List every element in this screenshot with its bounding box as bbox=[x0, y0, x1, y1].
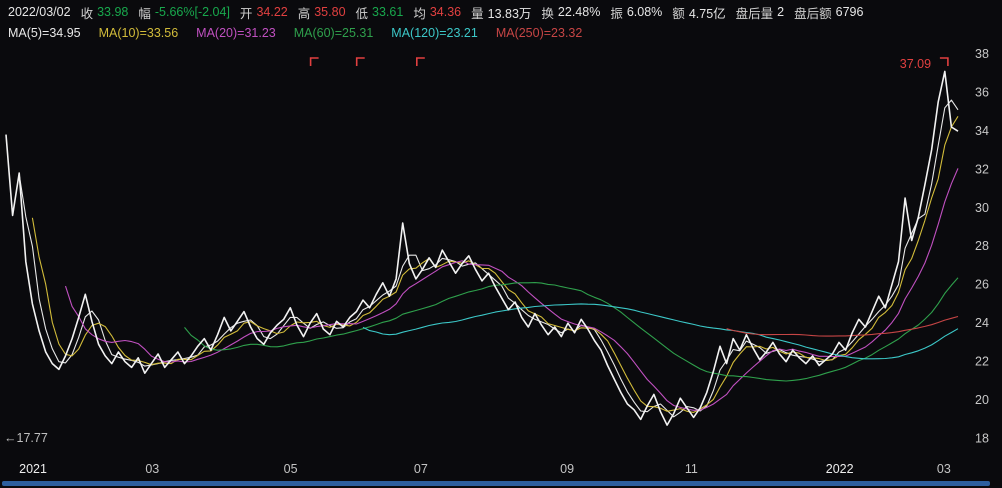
quote-field-value: 34.36 bbox=[429, 5, 462, 19]
quote-field-label: 均 bbox=[413, 6, 426, 21]
quote-field: 低 33.61 bbox=[356, 3, 404, 22]
quote-field-label: 振 bbox=[610, 6, 623, 21]
quote-field-value: 6796 bbox=[835, 5, 864, 19]
event-marker-icon bbox=[309, 57, 319, 66]
price-chart[interactable]: 18 20 22 24 26 28 30 32 34 36 38 37.09 ←17.77 bbox=[0, 40, 1002, 460]
event-marker-icon bbox=[355, 57, 365, 66]
y-axis-tick: 36 bbox=[975, 85, 989, 99]
quote-field-label: 低 bbox=[355, 6, 369, 21]
quote-field: 均 34.36 bbox=[413, 3, 461, 22]
x-axis-label: 2021 bbox=[19, 462, 47, 476]
ma-legend-item: MA(5)=34.95 bbox=[8, 26, 81, 40]
quote-field-value: 13.83万 bbox=[487, 6, 532, 21]
ma-legend-item: MA(250)=23.32 bbox=[495, 26, 583, 40]
y-axis-tick: 18 bbox=[975, 432, 989, 446]
x-axis-label: 05 bbox=[283, 462, 298, 476]
quote-field-value: 33.61 bbox=[372, 5, 404, 19]
x-axis-label: 03 bbox=[936, 462, 951, 476]
ma120-line bbox=[362, 303, 959, 360]
x-axis-labels: 2021 03 05 07 09 11 2022 03 bbox=[0, 461, 1002, 478]
y-axis-tick: 20 bbox=[975, 393, 989, 407]
quote-date: 2022/03/02 bbox=[8, 5, 71, 19]
quote-field: 高 35.80 bbox=[298, 3, 346, 22]
quote-field-value: -5.66%[-2.04] bbox=[154, 5, 230, 19]
quote-field: 幅 -5.66%[-2.04] bbox=[138, 3, 230, 22]
quote-field-value: 35.80 bbox=[314, 5, 346, 19]
quote-field-value: 34.22 bbox=[256, 5, 288, 19]
quote-field-label: 幅 bbox=[138, 6, 151, 21]
ma-legend-item: MA(120)=23.21 bbox=[391, 26, 478, 40]
ma-legend-bar: MA(5)=34.95 MA(10)=33.56 MA(20)=31.23 MA(60… bbox=[8, 25, 998, 41]
y-axis-tick: 28 bbox=[975, 239, 989, 253]
ma20-line bbox=[64, 168, 959, 411]
x-axis-label: 09 bbox=[560, 462, 575, 476]
quote-field-value: 22.48% bbox=[557, 5, 601, 19]
quote-field-label: 高 bbox=[297, 6, 311, 21]
max-price-label: 37.09 bbox=[900, 57, 931, 71]
quote-field: 盘后量 2 bbox=[736, 3, 784, 22]
x-axis-label: 03 bbox=[145, 462, 160, 476]
quote-field: 收 33.98 bbox=[81, 3, 129, 22]
quote-field-label: 盘后量 bbox=[735, 6, 774, 21]
price-line bbox=[5, 70, 959, 426]
x-axis-label: 11 bbox=[684, 462, 698, 476]
quote-field-value: 4.75亿 bbox=[688, 6, 726, 21]
event-marker-icon bbox=[416, 57, 425, 66]
quote-field: 开 34.22 bbox=[240, 3, 288, 22]
y-axis-tick: 30 bbox=[975, 201, 989, 215]
quote-info-bar: 2022/03/02 收 33.98 幅 -5.66%[-2.04] 开 34.22 高 35… bbox=[8, 3, 998, 21]
quote-field: 盘后额 6796 bbox=[794, 3, 863, 22]
quote-field-label: 额 bbox=[672, 6, 685, 21]
ma-legend-item: MA(20)=31.23 bbox=[196, 26, 276, 40]
y-axis-tick: 26 bbox=[975, 278, 989, 292]
x-axis-label: 07 bbox=[413, 462, 428, 476]
y-axis-tick: 22 bbox=[975, 355, 989, 369]
quote-field-label: 盘后额 bbox=[794, 6, 832, 21]
quote-field: 额 4.75亿 bbox=[672, 3, 725, 22]
y-axis-tick: 32 bbox=[975, 162, 989, 176]
price-chart-svg[interactable]: 18 20 22 24 26 28 30 32 34 36 38 37.09 ←17.77 bbox=[0, 40, 1002, 460]
x-axis-label: 2022 bbox=[825, 462, 854, 476]
quote-field-value: 6.08% bbox=[626, 5, 663, 19]
quote-field-label: 开 bbox=[239, 6, 253, 21]
max-price-marker-icon bbox=[939, 57, 949, 66]
y-axis-tick: 34 bbox=[975, 124, 989, 138]
ma5-line bbox=[18, 99, 959, 418]
quote-field-label: 换 bbox=[541, 6, 554, 21]
chart-scrollbar[interactable] bbox=[2, 481, 990, 486]
quote-field-value: 2 bbox=[777, 5, 785, 19]
ma-legend-item: MA(60)=25.31 bbox=[293, 26, 374, 40]
quote-field: 换 22.48% bbox=[541, 3, 600, 22]
quote-field-label: 量 bbox=[471, 6, 484, 21]
quote-field: 量 13.83万 bbox=[471, 3, 531, 22]
ma10-line bbox=[31, 116, 959, 413]
ma60-line bbox=[184, 277, 959, 382]
y-axis-tick: 24 bbox=[975, 316, 989, 330]
quote-field: 振 6.08% bbox=[610, 3, 662, 22]
y-axis-tick: 38 bbox=[975, 47, 989, 61]
quote-field-value: 33.98 bbox=[97, 5, 129, 19]
ma250-line bbox=[726, 315, 959, 337]
ma-legend-item: MA(10)=33.56 bbox=[98, 26, 179, 40]
quote-field-label: 收 bbox=[80, 6, 94, 21]
min-price-label: ←17.77 bbox=[4, 431, 48, 445]
